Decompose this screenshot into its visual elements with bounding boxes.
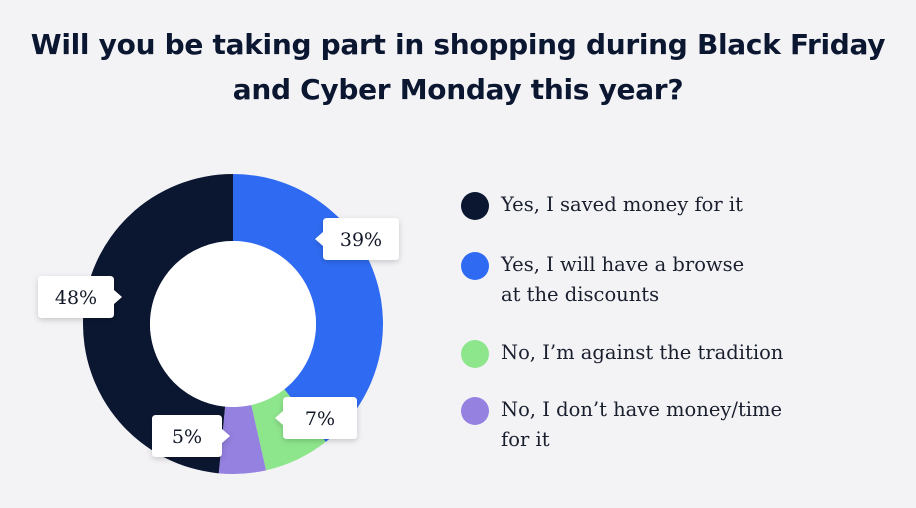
data-label-text-saved-money: 48% xyxy=(55,287,97,309)
data-label-text-browse-discounts: 39% xyxy=(340,229,382,251)
legend-item-against-tradition: No, I’m against the tradition xyxy=(461,338,783,368)
chart-title-line-1: Will you be taking part in shopping duri… xyxy=(30,28,886,61)
legend-label-against-tradition: No, I’m against the tradition xyxy=(501,341,784,364)
data-label-no-money-time xyxy=(152,415,230,457)
legend-item-browse-discounts: Yes, I will have a browse at the discoun… xyxy=(461,250,744,310)
data-label-saved-money xyxy=(38,276,122,318)
legend-item-saved-money: Yes, I saved money for it xyxy=(461,190,743,220)
data-label-text-against-tradition: 7% xyxy=(305,408,335,430)
chart-title-line-2: and Cyber Monday this year? xyxy=(232,73,684,106)
legend-item-no-money-time: No, I don’t have money/time for it xyxy=(461,395,782,455)
legend-swatch-saved-money xyxy=(461,192,489,220)
legend-swatch-browse-discounts xyxy=(461,252,489,280)
donut-slice-saved-money xyxy=(82,174,233,474)
legend-swatch-no-money-time xyxy=(461,397,489,425)
legend-swatch-against-tradition xyxy=(461,340,489,368)
data-label-against-tradition xyxy=(275,397,357,439)
legend-label-browse-discounts: Yes, I will have a browse at the discoun… xyxy=(501,253,745,306)
data-label-text-no-money-time: 5% xyxy=(172,426,202,448)
donut-slice-no-money-time xyxy=(218,404,267,474)
legend-label-no-money-time: No, I don’t have money/time for it xyxy=(501,398,783,451)
data-label-browse-discounts xyxy=(315,218,399,260)
chart-title: Will you be taking part in shopping duri… xyxy=(0,22,916,112)
legend-label-saved-money: Yes, I saved money for it xyxy=(501,193,743,216)
donut-hole xyxy=(150,241,316,407)
